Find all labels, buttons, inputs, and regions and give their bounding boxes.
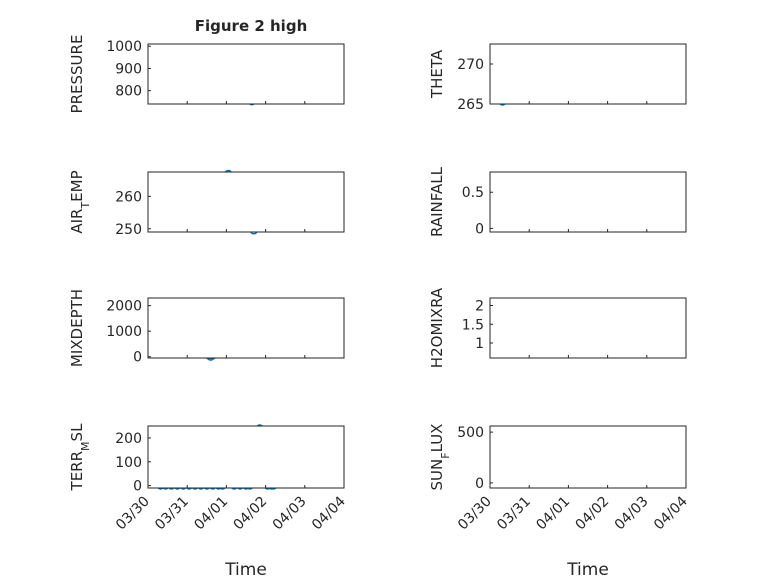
y-tick-label: 1: [475, 336, 484, 352]
y-tick-label: 900: [115, 61, 142, 77]
y-tick-label: 1.5: [462, 317, 484, 333]
y-tick-label: 0.5: [462, 185, 484, 201]
ylabel: TERRMSL: [68, 423, 92, 492]
y-tick-label: 200: [115, 431, 142, 447]
y-tick-label: 0: [475, 221, 484, 237]
y-tick-label: 0: [133, 479, 142, 495]
ylabel: AIRTEMP: [68, 170, 92, 233]
y-tick-label: 100: [115, 455, 142, 471]
y-tick-label: 800: [115, 84, 142, 100]
x-axis-label: Time: [224, 560, 267, 580]
axes-frame: [147, 43, 345, 105]
subplot-pressure: 800 900 1000 PRESSURE: [68, 35, 345, 114]
subplot-rainfall: 0 0.5 RAINFALL: [428, 166, 687, 237]
y-tick-label: 0: [133, 350, 142, 366]
y-tick-label: 2000: [106, 299, 142, 315]
ylabel: MIXDEPTH: [68, 289, 86, 367]
axes-frame: [489, 425, 687, 489]
axes-frame: [147, 171, 345, 233]
y-tick-label: 1000: [106, 39, 142, 55]
y-tick-label: 265: [457, 97, 484, 113]
y-tick-label: 0: [475, 476, 484, 492]
ylabel: SUNFLUX: [428, 424, 452, 491]
y-tick-label: 260: [115, 189, 142, 205]
axes-frame: [147, 297, 345, 359]
axes-frame: [489, 171, 687, 233]
y-tick-label: 2: [475, 299, 484, 315]
subplot-theta: 265 270 THETA: [428, 43, 687, 113]
y-tick-label: 250: [115, 222, 142, 238]
y-tick-label: 270: [457, 57, 484, 73]
y-tick-label: 500: [457, 425, 484, 441]
axes-frame: [489, 297, 687, 359]
y-tick-label: 1000: [106, 324, 142, 340]
axes-frame: [147, 425, 345, 489]
subplot-mixdepth: 0 1000 2000 MIXDEPTH: [68, 289, 345, 367]
ylabel: PRESSURE: [68, 35, 86, 114]
x-axis-label: Time: [566, 560, 609, 580]
ylabel: RAINFALL: [428, 166, 446, 237]
subplot-h2omixra: 1 1.5 2 H2OMIXRA: [428, 287, 687, 368]
subplot-air-temp: 250 260 AIRTEMP: [68, 169, 345, 238]
ylabel: THETA: [428, 49, 446, 99]
ylabel: H2OMIXRA: [428, 287, 446, 368]
axes-frame: [489, 43, 687, 105]
figure-title: Figure 2 high: [195, 17, 308, 35]
